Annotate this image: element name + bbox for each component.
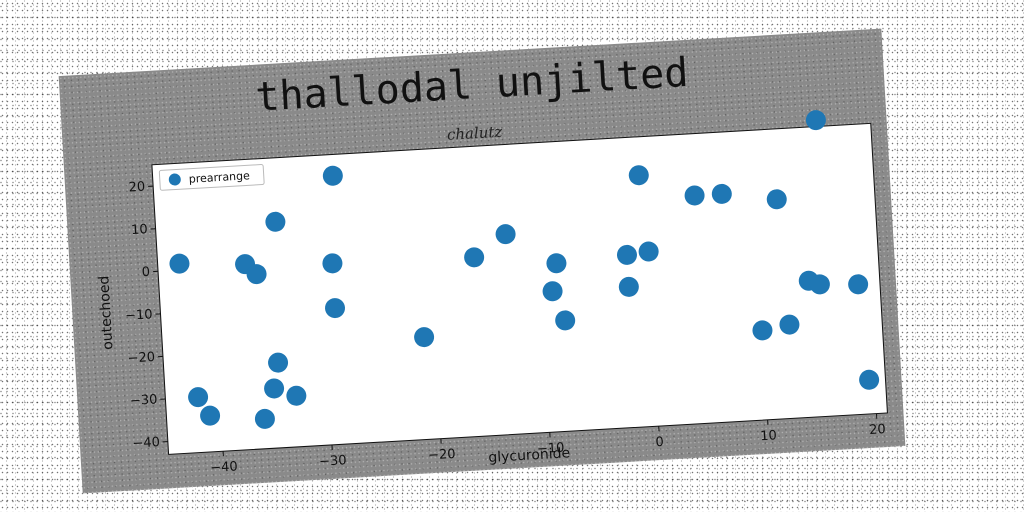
x-axis-label: glycuronide: [488, 445, 571, 466]
y-tick-label: 10: [131, 222, 148, 238]
data-point: [618, 276, 639, 297]
data-point: [322, 253, 343, 274]
data-point: [555, 310, 576, 331]
x-tick-label: −40: [210, 459, 238, 476]
scatter-chart: thallodal unjilted chalutz −40 −30 −20 −10 0…: [96, 50, 888, 476]
plot-area: [151, 122, 888, 455]
x-tick-label: −30: [319, 453, 347, 470]
data-point: [628, 165, 649, 186]
data-point: [264, 378, 285, 399]
data-point: [684, 185, 705, 206]
x-tick-label: 20: [869, 422, 886, 438]
y-tick-label: −20: [127, 350, 155, 367]
data-point: [169, 253, 190, 274]
y-tick-label: −10: [125, 307, 153, 324]
data-point: [322, 165, 343, 186]
data-point: [711, 183, 732, 204]
y-tick-label: −40: [132, 435, 160, 452]
data-point: [464, 247, 485, 268]
x-axis: −40 −30 −20 −10 0 10 20: [210, 413, 886, 476]
x-tick-label: 10: [760, 428, 777, 444]
x-tick-label: 0: [655, 435, 664, 450]
data-point: [200, 405, 221, 426]
data-point: [495, 224, 516, 245]
legend-marker: [168, 173, 181, 186]
data-point: [246, 264, 267, 285]
data-point: [779, 314, 800, 335]
chart-title: thallodal unjilted: [254, 50, 689, 121]
data-point: [325, 298, 346, 319]
data-point: [268, 352, 289, 373]
y-tick-label: −30: [130, 392, 158, 409]
data-point: [859, 369, 880, 390]
data-point: [286, 385, 307, 406]
chart-figure: thallodal unjilted chalutz −40 −30 −20 −10 0…: [58, 28, 906, 494]
y-tick-label: 20: [128, 180, 145, 196]
data-point: [188, 387, 209, 408]
data-point: [638, 241, 659, 262]
data-point: [414, 327, 435, 348]
y-tick-label: 0: [141, 265, 150, 280]
legend-label: prearrange: [188, 169, 250, 186]
chart-subtitle: chalutz: [446, 123, 502, 144]
x-tick-label: −10: [537, 441, 565, 458]
legend-box: [158, 164, 265, 191]
y-axis-label: outechoed: [96, 275, 116, 350]
data-point: [542, 281, 563, 302]
data-point: [805, 110, 826, 131]
data-point: [809, 274, 830, 295]
data-point: [616, 244, 637, 265]
scatter-points: [169, 110, 880, 429]
data-point: [254, 408, 275, 429]
data-point: [546, 253, 567, 274]
legend: prearrange: [158, 164, 265, 191]
data-point: [752, 320, 773, 341]
data-point: [848, 274, 869, 295]
data-point: [265, 211, 286, 232]
y-axis: −40 −30 −20 −10 0 10 20: [125, 180, 168, 452]
data-point: [766, 189, 787, 210]
x-tick-label: −20: [428, 447, 456, 464]
